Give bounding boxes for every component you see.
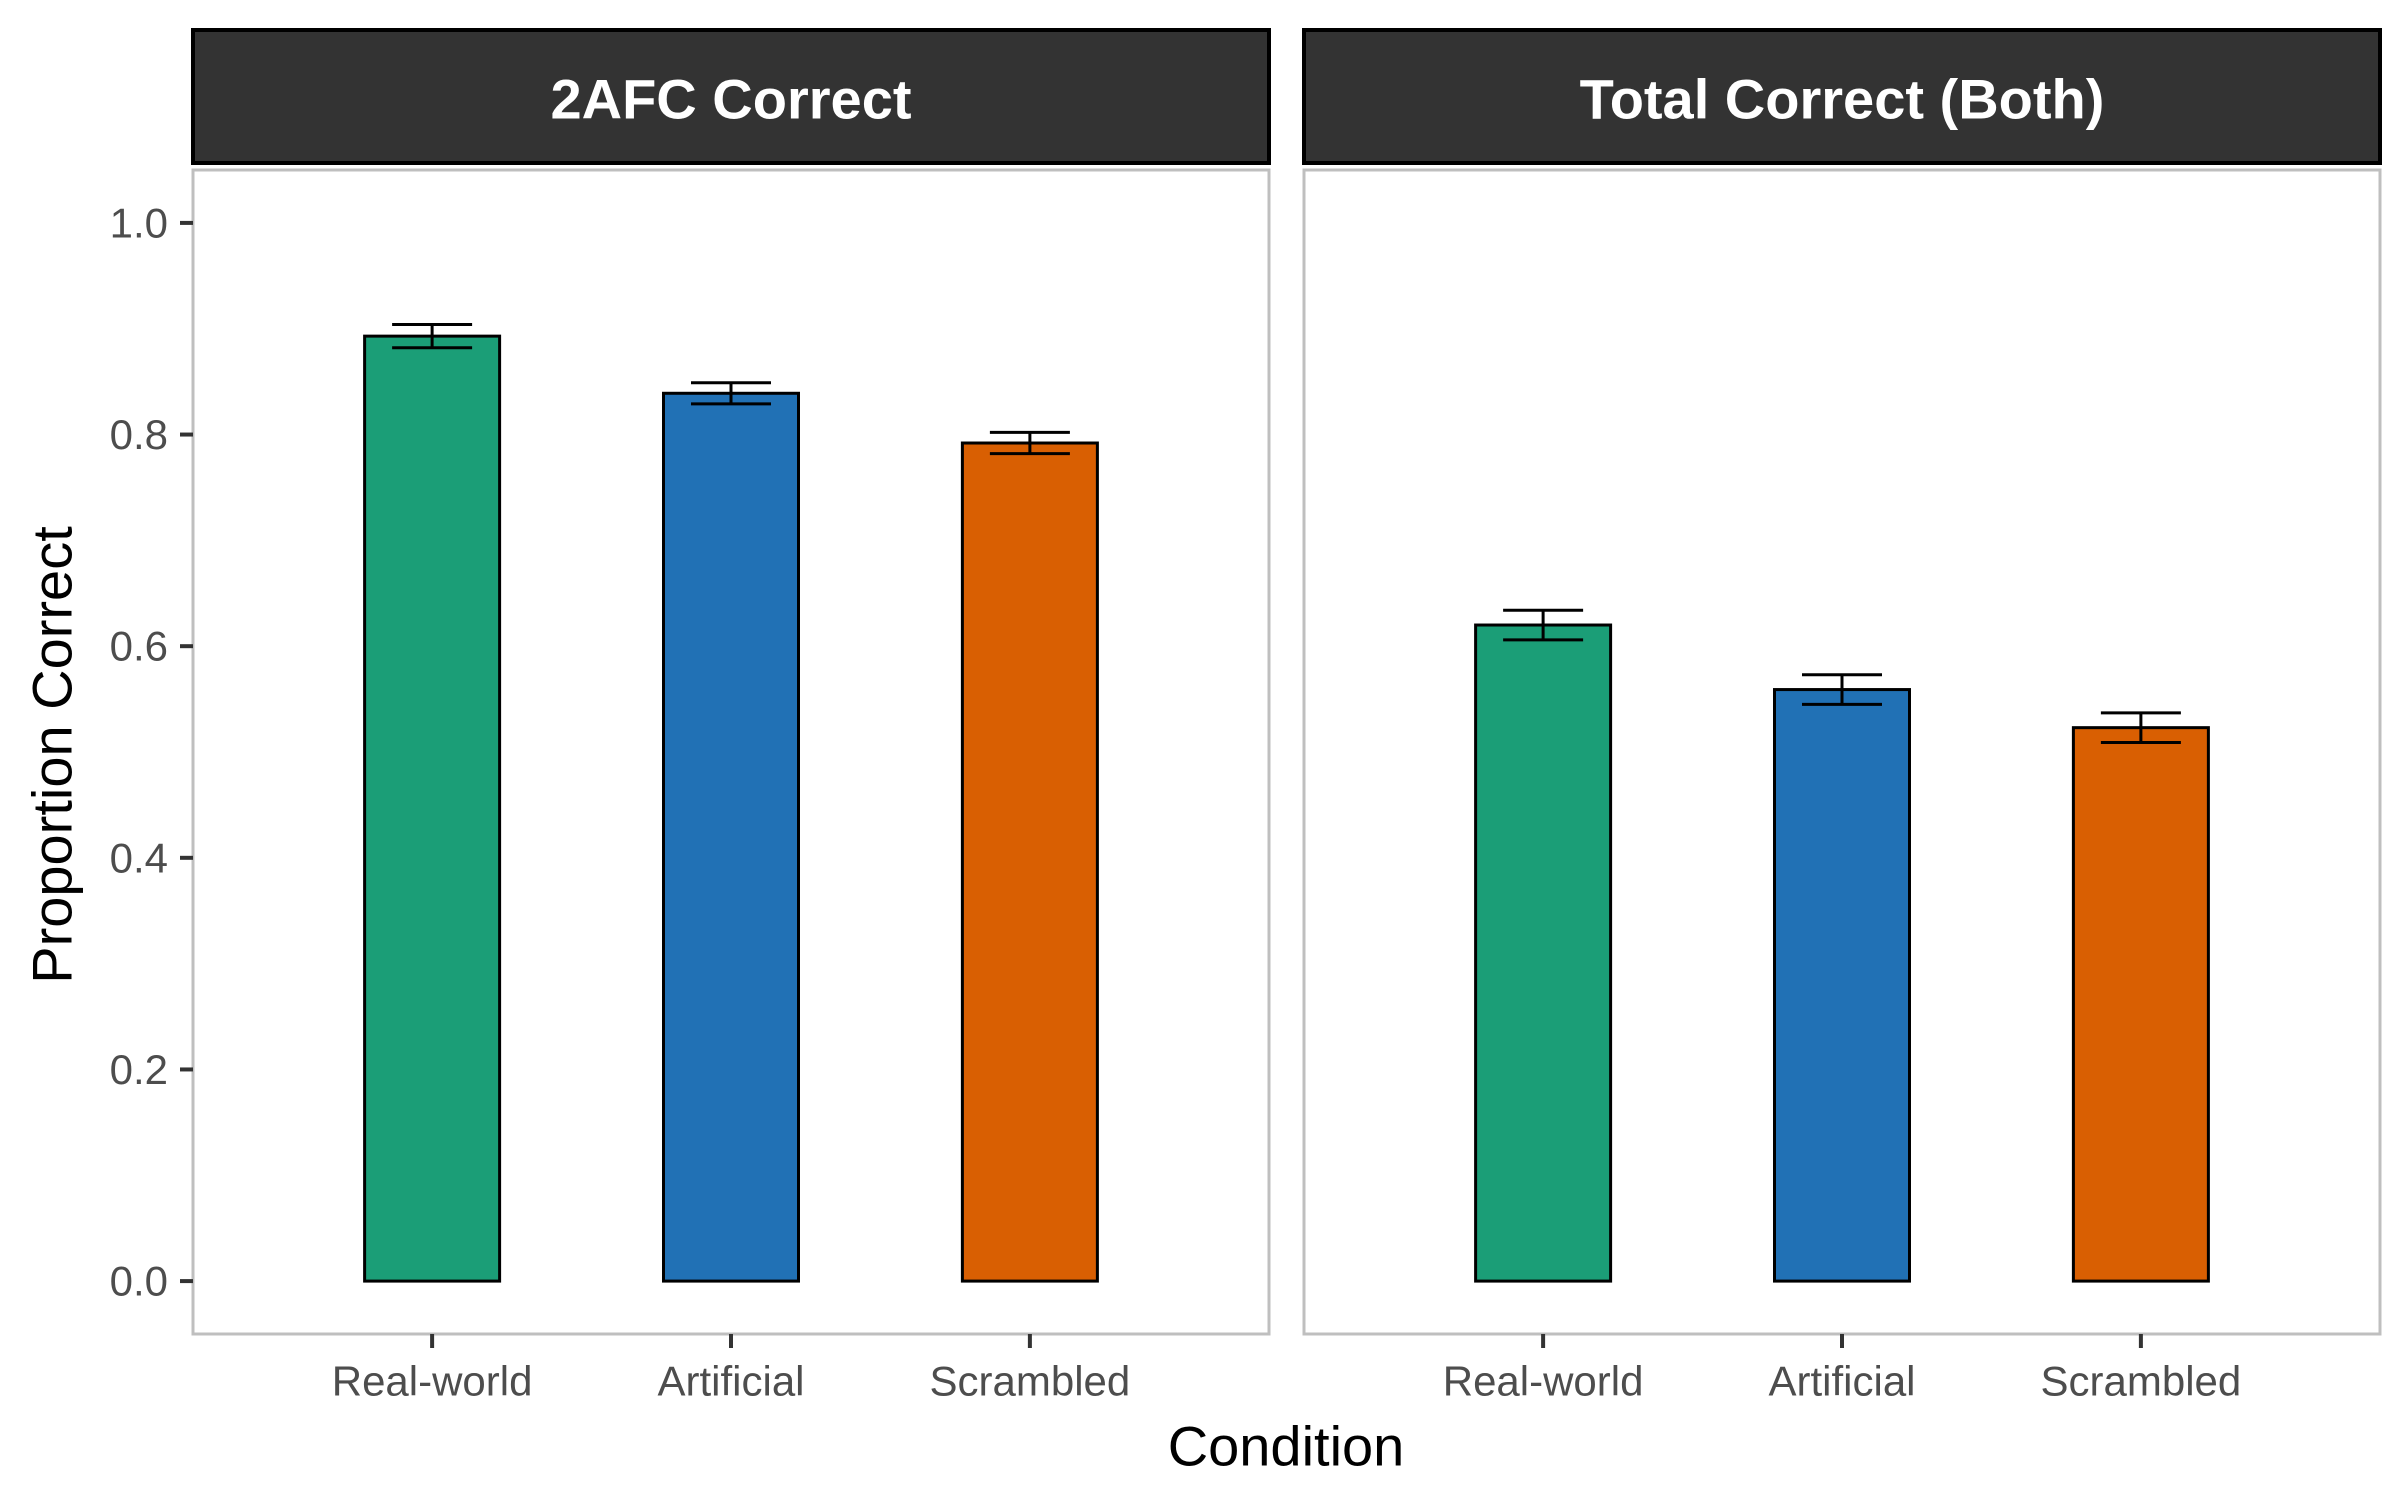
x-tick-label: Real-world <box>1443 1358 1644 1405</box>
bar-1-artificial <box>662 391 800 1283</box>
bar-2-scrambled <box>2071 726 2210 1283</box>
y-tick-label: 1.0 <box>110 199 168 246</box>
panel-2-title: Total Correct (Both) <box>1580 68 2105 131</box>
x-tick-label: Scrambled <box>930 1358 1131 1405</box>
panel-1-title: 2AFC Correct <box>551 68 912 131</box>
bar-2-real-world <box>1474 623 1613 1283</box>
bar-1-scrambled <box>960 441 1099 1283</box>
x-axis-title: Condition <box>1168 1415 1405 1478</box>
chart-marks: 0.0 0.2 0.4 0.6 0.8 1.0 Real-world Artificial Sc… <box>110 199 2242 1404</box>
bar-1-real-world <box>363 334 502 1283</box>
x-tick-label: Artificial <box>657 1358 804 1405</box>
panel-2-strip <box>1302 28 2382 165</box>
y-tick-label: 0.8 <box>110 411 168 458</box>
y-tick-label: 0.4 <box>110 834 168 881</box>
x-tick-label: Artificial <box>1768 1358 1915 1405</box>
y-tick-label: 0.2 <box>110 1046 168 1093</box>
bar-2-artificial <box>1773 688 1911 1283</box>
y-tick-label: 0.0 <box>110 1258 168 1305</box>
x-tick-label: Real-world <box>332 1358 533 1405</box>
panel-1-strip <box>191 28 1271 165</box>
x-tick-label: Scrambled <box>2041 1358 2242 1405</box>
y-tick-label: 0.6 <box>110 623 168 670</box>
y-axis-title: Proportion Correct <box>21 526 84 984</box>
